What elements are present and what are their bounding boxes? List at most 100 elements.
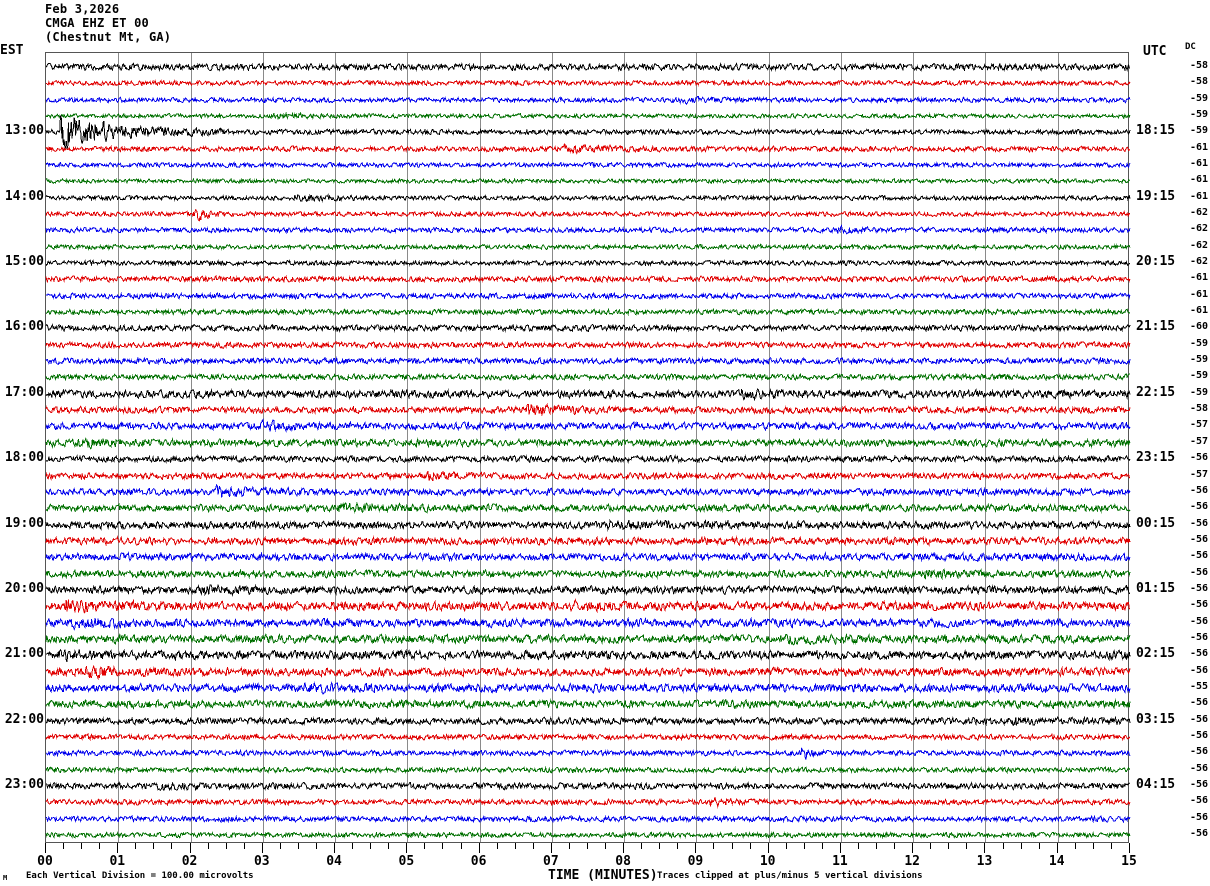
x-tick-major-12: [912, 843, 913, 853]
trace-row-17: [45, 325, 1131, 365]
dc-value-row-06: -61: [1189, 158, 1208, 170]
trace-row-27: [45, 488, 1131, 528]
trace-row-06: [45, 145, 1131, 185]
dc-value-row-43: -56: [1189, 762, 1208, 774]
dc-value-row-22: -57: [1189, 419, 1208, 431]
dc-value-row-28: -56: [1189, 517, 1208, 529]
x-tick-minor: [63, 843, 64, 849]
x-tick-minor: [81, 843, 82, 849]
x-axis-label-00: 00: [37, 854, 53, 869]
dc-value-row-23: -57: [1189, 435, 1208, 447]
header-date: Feb 3,2026: [45, 2, 120, 16]
x-tick-minor: [1021, 843, 1022, 849]
dc-value-row-15: -61: [1189, 305, 1208, 317]
utc-hour-label-2015: 20:15: [1136, 254, 1176, 270]
corner-mark: M: [3, 874, 8, 882]
trace-row-20: [45, 374, 1131, 414]
gridline-minute-02: [191, 53, 192, 842]
x-axis-label-06: 06: [470, 854, 487, 869]
x-axis-label-12: 12: [904, 854, 921, 869]
trace-row-26: [45, 472, 1131, 512]
x-tick-minor: [587, 843, 588, 849]
est-hour-label-1700: 17:00: [4, 384, 44, 400]
dc-value-row-39: -56: [1189, 697, 1208, 709]
dc-value-row-20: -59: [1189, 386, 1208, 398]
x-tick-minor: [153, 843, 154, 849]
dc-value-row-24: -56: [1189, 452, 1208, 464]
x-tick-minor: [370, 843, 371, 849]
x-tick-minor: [1075, 843, 1076, 849]
dc-value-row-45: -56: [1189, 795, 1208, 807]
scale-note: Each Vertical Division = 100.00 microvol…: [26, 871, 254, 881]
x-tick-major-10: [768, 843, 769, 853]
header-station: CMGA EHZ ET 00: [45, 16, 149, 30]
x-tick-minor: [966, 843, 967, 849]
x-tick-major-11: [840, 843, 841, 853]
x-tick-minor: [750, 843, 751, 849]
x-tick-minor: [442, 843, 443, 849]
trace-canvas: [45, 52, 1131, 843]
dc-value-row-38: -55: [1189, 680, 1208, 692]
dc-value-row-30: -56: [1189, 550, 1208, 562]
utc-hour-label-0115: 01:15: [1136, 580, 1176, 596]
x-axis-title: TIME (MINUTES): [548, 868, 658, 883]
trace-row-41: [45, 717, 1131, 757]
clipping-note: Traces clipped at plus/minus 5 vertical …: [657, 871, 923, 881]
trace-row-40: [45, 701, 1131, 741]
trace-row-00: [45, 47, 1131, 87]
gridline-minute-03: [263, 53, 264, 842]
left-timezone-label: EST: [0, 43, 24, 58]
x-tick-minor: [171, 843, 172, 849]
x-axis-label-04: 04: [326, 854, 342, 869]
x-tick-minor: [1039, 843, 1040, 849]
trace-row-01: [45, 63, 1131, 103]
x-tick-minor: [352, 843, 353, 849]
x-tick-minor: [713, 843, 714, 849]
trace-row-43: [45, 750, 1131, 790]
x-axis-label-07: 07: [543, 854, 559, 869]
trace-row-18: [45, 341, 1131, 381]
dc-value-row-00: -58: [1189, 60, 1208, 71]
est-hour-label-2000: 20:00: [4, 580, 44, 596]
gridline-minute-12: [913, 53, 914, 842]
x-tick-minor: [1093, 843, 1094, 849]
trace-row-25: [45, 456, 1131, 496]
trace-row-07: [45, 161, 1131, 201]
dc-value-row-46: -56: [1189, 811, 1208, 823]
x-tick-minor: [280, 843, 281, 849]
x-tick-major-06: [479, 843, 480, 853]
x-axis-label-05: 05: [398, 854, 415, 869]
trace-row-46: [45, 799, 1131, 839]
utc-hour-label-0315: 03:15: [1136, 711, 1176, 727]
gridline-minute-06: [480, 53, 481, 842]
x-tick-minor: [641, 843, 642, 849]
dc-value-row-47: -56: [1189, 827, 1208, 839]
trace-row-08: [45, 178, 1131, 218]
utc-hour-label-0015: 00:15: [1136, 515, 1176, 531]
trace-row-05: [45, 129, 1131, 169]
est-hour-label-1400: 14:00: [4, 188, 44, 204]
x-tick-minor: [208, 843, 209, 849]
x-tick-major-01: [117, 843, 118, 853]
trace-row-44: [45, 766, 1131, 806]
dc-value-row-44: -56: [1189, 778, 1208, 790]
x-tick-minor: [948, 843, 949, 849]
gridline-minute-01: [118, 53, 119, 842]
gridline-minute-08: [624, 53, 625, 842]
dc-value-row-33: -56: [1189, 599, 1208, 611]
x-tick-minor: [605, 843, 606, 849]
dc-value-row-05: -61: [1189, 141, 1208, 153]
trace-row-21: [45, 390, 1131, 430]
dc-value-row-16: -60: [1189, 321, 1208, 333]
x-axis-ticks: [45, 843, 1130, 853]
x-tick-minor: [1003, 843, 1004, 849]
gridline-minute-04: [335, 53, 336, 842]
x-tick-minor: [804, 843, 805, 849]
dc-value-row-03: -59: [1189, 109, 1208, 121]
gridline-minute-09: [696, 53, 697, 842]
dc-value-row-04: -59: [1189, 125, 1208, 137]
x-axis-label-14: 14: [1048, 854, 1065, 869]
x-tick-minor: [822, 843, 823, 849]
trace-row-39: [45, 684, 1131, 724]
trace-row-28: [45, 505, 1131, 545]
